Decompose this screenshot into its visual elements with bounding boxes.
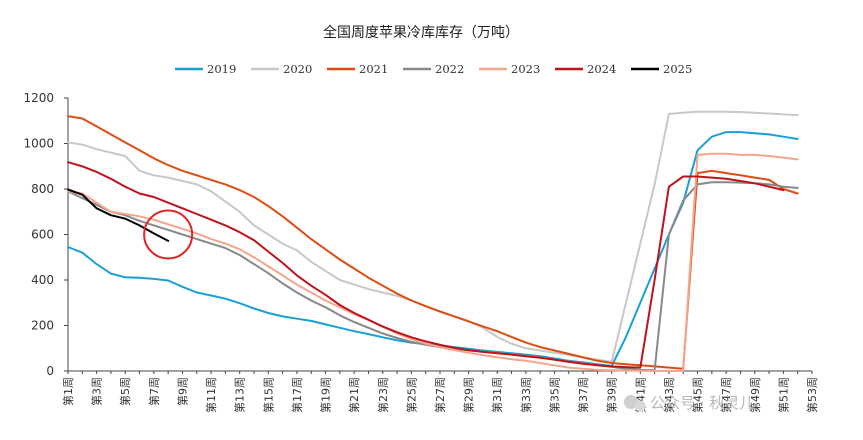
wechat-icon xyxy=(624,395,638,409)
x-tick-label: 第45周 xyxy=(691,377,705,413)
series-line-2024 xyxy=(67,161,785,369)
y-tick-label: 0 xyxy=(46,364,54,378)
wechat-icon-bubble xyxy=(634,400,646,412)
x-tick-label: 第3周 xyxy=(90,377,104,406)
series-line-2019 xyxy=(67,131,799,367)
x-tick-label: 第31周 xyxy=(490,377,504,413)
x-tick-label: 第27周 xyxy=(433,377,447,413)
x-tick-label: 第37周 xyxy=(576,377,590,413)
x-tick-label: 第15周 xyxy=(261,377,275,413)
y-axis: 0 200 400 600 800 1000 1200 xyxy=(23,91,69,378)
y-tick-label: 1000 xyxy=(23,137,54,151)
x-tick-label: 第17周 xyxy=(290,377,304,413)
legend: 2019 2020 2021 2022 2023 2024 2025 xyxy=(175,62,692,76)
x-tick-label: 第13周 xyxy=(233,377,247,413)
x-tick-label: 第29周 xyxy=(462,377,476,413)
highlight-circle xyxy=(143,209,194,260)
x-axis: 第1周 第3周 第5周 第7周 第9周 第11周 第13周 第15周 第17周 第19周 第21周 第… xyxy=(61,370,819,413)
series-line-2020 xyxy=(67,110,799,363)
series-line-2025 xyxy=(67,188,170,242)
x-tick-label: 第53周 xyxy=(805,377,819,413)
series-line-2021 xyxy=(67,115,799,370)
x-tick-label: 第49周 xyxy=(748,377,762,413)
legend-label-2023: 2023 xyxy=(511,62,540,76)
x-tick-label: 第7周 xyxy=(147,377,161,406)
x-tick-label: 第35周 xyxy=(547,377,561,413)
x-tick-label: 第33周 xyxy=(519,377,533,413)
x-tick-label: 第39周 xyxy=(605,377,619,413)
watermark: 公众号 · 秋灵儿 xyxy=(624,394,754,412)
y-tick-label: 400 xyxy=(31,273,54,287)
legend-label-2022: 2022 xyxy=(435,62,464,76)
y-tick-label: 1200 xyxy=(23,91,54,105)
x-tick-label: 第5周 xyxy=(118,377,132,406)
legend-label-2020: 2020 xyxy=(283,62,312,76)
x-tick-label: 第51周 xyxy=(776,377,790,413)
legend-label-2021: 2021 xyxy=(359,62,388,76)
x-tick-label: 第25周 xyxy=(404,377,418,413)
annotation-layer xyxy=(143,209,194,260)
chart-title: 全国周度苹果冷库库存（万吨） xyxy=(323,24,519,41)
watermark-text: 公众号 · 秋灵儿 xyxy=(650,394,754,412)
y-tick-label: 800 xyxy=(31,182,54,196)
x-tick-label: 第23周 xyxy=(376,377,390,413)
x-tick-label: 第1周 xyxy=(61,377,75,406)
series-layer xyxy=(67,110,799,372)
legend-label-2024: 2024 xyxy=(587,62,616,76)
x-tick-label: 第21周 xyxy=(347,377,361,413)
legend-label-2019: 2019 xyxy=(207,62,236,76)
y-tick-label: 200 xyxy=(31,319,54,333)
y-tick-label: 600 xyxy=(31,228,54,242)
x-tick-label: 第43周 xyxy=(662,377,676,413)
legend-label-2025: 2025 xyxy=(663,62,692,76)
x-tick-label: 第19周 xyxy=(319,377,333,413)
series-line-2023 xyxy=(67,152,799,372)
x-tick-label: 第47周 xyxy=(719,377,733,413)
x-tick-label: 第11周 xyxy=(204,377,218,413)
x-tick-label: 第9周 xyxy=(175,377,189,406)
